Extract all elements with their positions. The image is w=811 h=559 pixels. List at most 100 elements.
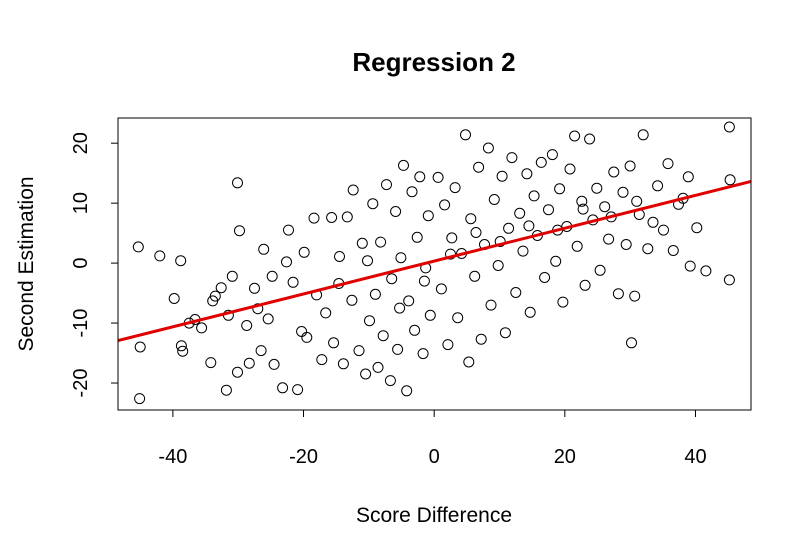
data-point [134,393,146,405]
plot-frame [117,117,752,411]
data-point [439,199,451,211]
data-point [337,358,349,370]
data-point [326,212,338,223]
data-point [367,198,379,210]
data-point [446,232,458,244]
data-point [452,312,464,324]
data-point [723,274,735,286]
data-point [603,233,615,245]
data-point [608,166,620,178]
data-point [485,299,497,311]
data-point [514,207,526,219]
data-point [175,340,187,352]
data-point [401,385,413,397]
data-point [375,236,387,248]
data-point [684,260,696,272]
data-point [196,322,208,334]
data-point [292,384,304,396]
data-point [435,283,447,295]
data-point [424,309,436,321]
data-point [631,195,643,207]
data-point [496,170,508,182]
data-point [473,161,485,173]
data-point [469,270,481,282]
x-tick-label: 40 [684,446,706,468]
data-point [177,345,189,357]
data-point [395,252,407,264]
data-point [232,366,243,378]
data-point [394,302,406,314]
data-point [662,158,674,170]
data-point [417,348,429,360]
data-point [381,179,392,191]
regression-line-layer [117,179,752,343]
y-axis-label: Second Estimation [15,176,38,351]
data-point [386,273,398,285]
data-point [463,356,475,368]
y-tick-label: 0 [70,258,92,269]
data-point [658,224,669,236]
data-point [207,295,219,307]
data-point [418,275,430,287]
data-point [584,133,596,145]
regression-line [117,179,752,343]
data-point [384,375,396,387]
data-point [524,306,536,318]
data-point [470,227,482,238]
data-point [475,333,487,345]
data-point [281,256,292,268]
data-point [301,331,313,343]
data-point [154,250,166,262]
data-point [624,160,636,172]
x-tick-label: 0 [429,446,440,468]
data-point [510,287,522,298]
data-point [360,368,372,380]
data-point [369,288,381,300]
data-point [460,129,471,141]
data-point [682,171,694,183]
data-point [523,220,535,232]
data-point [258,243,270,255]
data-point [403,295,415,307]
data-point [642,243,654,255]
data-point [414,171,426,183]
data-point [283,224,294,236]
y-tick-label: 10 [70,192,92,214]
data-point [492,260,504,271]
data-point [571,240,583,252]
data-point [277,382,289,394]
data-point [550,255,562,267]
data-point [422,210,434,222]
chart-title: Regression 2 [352,47,515,77]
data-point [432,171,444,183]
data-point [372,361,384,373]
data-point [691,222,703,234]
y-axis: -20 -10 0 10 20 [70,132,119,397]
data-point [521,168,533,180]
data-point [494,236,506,247]
data-point [612,288,624,300]
data-point [356,237,368,249]
data-point [353,345,365,357]
data-point [557,296,569,308]
data-point [262,313,274,325]
data-point [266,270,278,282]
data-point [328,337,340,349]
data-point [341,211,353,223]
data-point [205,357,217,369]
data-point [296,326,308,337]
data-point [175,255,187,267]
data-point [406,186,418,198]
data-point [591,182,603,194]
data-point [445,248,456,260]
data-point [168,293,180,304]
data-point [252,303,264,315]
data-point [347,184,359,196]
data-point [506,152,518,164]
data-point [411,231,423,243]
x-tick-label: -20 [289,446,318,468]
data-point [134,341,146,353]
data-point [249,282,260,294]
data-point [599,201,611,213]
data-point [482,142,494,154]
